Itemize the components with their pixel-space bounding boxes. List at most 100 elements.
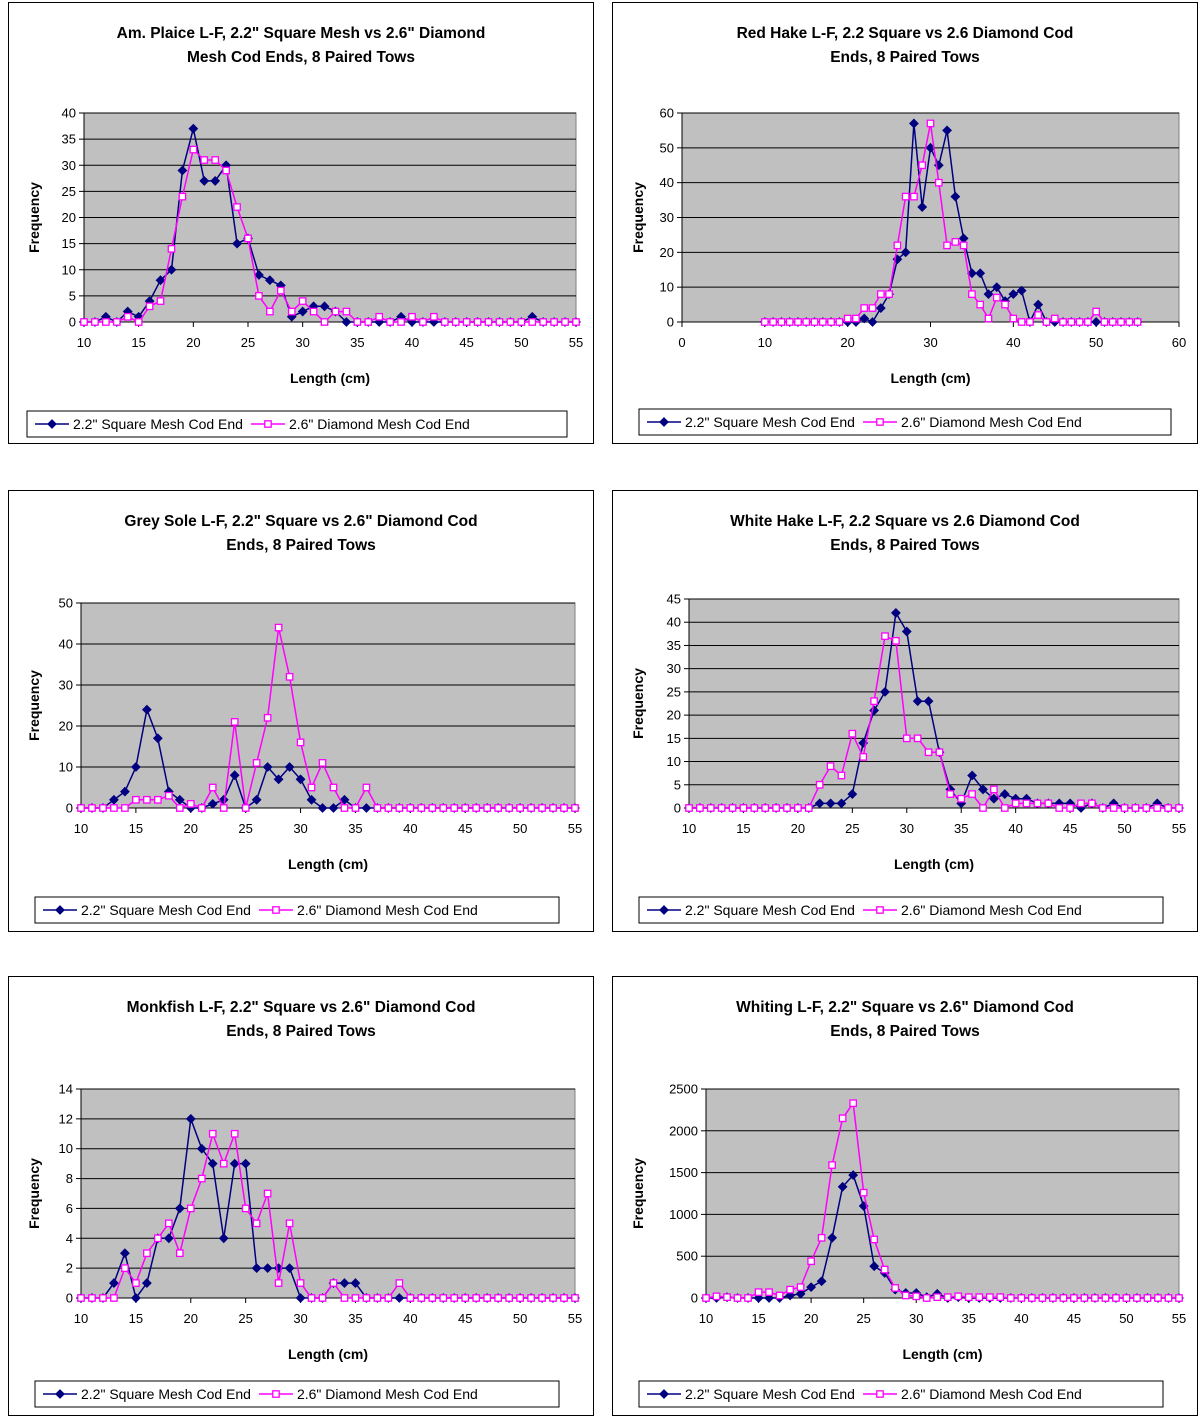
data-point <box>910 192 918 201</box>
data-point <box>218 1233 229 1244</box>
x-axis-label: Length (cm) <box>288 1346 368 1362</box>
data-point <box>109 794 119 805</box>
x-axis-label: Length (cm) <box>894 856 974 872</box>
data-point <box>199 176 210 186</box>
data-point <box>102 318 110 326</box>
legend: 2.2" Square Mesh Cod End 2.6" Diamond Mes… <box>34 896 560 924</box>
data-point <box>843 314 852 323</box>
data-point <box>934 178 943 187</box>
data-point <box>517 318 526 326</box>
data-point <box>240 1158 251 1169</box>
x-tick-label: 40 <box>1014 1311 1028 1326</box>
data-point <box>174 1203 185 1214</box>
data-point <box>1109 804 1118 812</box>
data-point <box>1101 1294 1110 1302</box>
data-point <box>186 800 195 808</box>
x-tick-label: 25 <box>241 335 255 350</box>
data-point <box>350 1278 361 1288</box>
legend-swatch-marker <box>47 419 57 429</box>
data-point <box>870 697 878 706</box>
chart-svg-red-hake: Red Hake L-F, 2.2 Square vs 2.6 Diamond … <box>630 25 1186 436</box>
data-point <box>946 790 955 798</box>
data-point <box>1059 1294 1068 1302</box>
data-point <box>174 794 185 805</box>
series-diamond-mesh <box>685 632 1183 812</box>
data-point <box>876 290 885 298</box>
y-tick-label: 40 <box>59 637 73 652</box>
data-point <box>197 1174 206 1183</box>
y-tick-label: 10 <box>660 280 674 295</box>
data-point <box>815 780 824 789</box>
data-point <box>852 314 860 323</box>
data-point <box>1084 318 1092 326</box>
data-point <box>285 672 294 681</box>
data-point <box>1050 314 1059 323</box>
series-diamond-mesh <box>77 1129 579 1302</box>
data-point <box>266 307 274 316</box>
legend-swatch-marker <box>272 906 280 914</box>
legend-label: 2.6" Diamond Mesh Cod End <box>297 902 478 918</box>
legend-swatch-marker <box>876 1390 884 1398</box>
data-point <box>1143 1294 1152 1302</box>
data-point <box>1026 318 1034 326</box>
data-point <box>297 306 308 317</box>
y-tick-label: 12 <box>59 1111 73 1126</box>
data-point <box>968 790 976 798</box>
data-point <box>924 748 933 757</box>
data-point <box>274 1279 283 1287</box>
data-point <box>1133 1294 1141 1302</box>
data-point <box>395 1279 404 1287</box>
plot-area <box>688 598 1180 809</box>
data-point <box>233 203 241 211</box>
y-tick-label: 30 <box>660 210 674 225</box>
data-point <box>120 1248 130 1259</box>
data-point <box>817 1233 826 1242</box>
data-point <box>1006 1294 1015 1302</box>
y-tick-label: 50 <box>660 140 674 155</box>
data-point <box>505 804 513 812</box>
x-tick-label: 20 <box>186 335 200 350</box>
x-tick-label: 25 <box>856 1311 870 1326</box>
data-point <box>186 1204 195 1213</box>
data-point <box>1175 804 1183 812</box>
y-axis-label: Frequency <box>26 182 42 253</box>
legend-label: 2.6" Diamond Mesh Cod End <box>901 414 1082 430</box>
x-tick-label: 25 <box>845 821 859 836</box>
data-point <box>296 738 305 747</box>
chart-title: Monkfish L-F, 2.2" Square vs 2.6" Diamon… <box>127 999 476 1016</box>
data-point <box>1091 317 1102 327</box>
data-point <box>783 804 791 812</box>
data-point <box>900 247 911 258</box>
data-point <box>156 297 165 305</box>
data-point <box>849 1099 858 1108</box>
data-point <box>912 696 923 707</box>
data-point <box>1077 799 1085 808</box>
data-point <box>990 785 998 794</box>
data-point <box>549 1294 557 1302</box>
legend-box <box>638 408 1172 436</box>
data-point <box>942 125 952 136</box>
data-point <box>351 804 360 812</box>
data-point <box>750 804 759 812</box>
data-point <box>295 774 306 785</box>
data-point <box>702 1294 710 1302</box>
data-point <box>1009 314 1018 323</box>
data-point <box>210 176 221 186</box>
data-point <box>252 1219 261 1228</box>
data-point <box>847 789 858 799</box>
data-point <box>828 1161 836 1169</box>
legend-swatch-marker <box>659 417 669 427</box>
data-point <box>274 623 283 632</box>
y-tick-label: 40 <box>62 106 76 121</box>
x-tick-label: 50 <box>513 1311 527 1326</box>
data-point <box>153 1234 162 1243</box>
data-point <box>1055 804 1064 812</box>
data-point <box>121 1264 129 1272</box>
data-point <box>909 118 919 129</box>
data-point <box>561 318 569 326</box>
chart-panel-grey-sole: Grey Sole L-F, 2.2" Square vs 2.6" Diamo… <box>8 490 594 932</box>
data-point <box>885 290 893 298</box>
data-point <box>867 317 878 327</box>
plot-area <box>705 1088 1180 1299</box>
x-tick-label: 25 <box>238 821 252 836</box>
